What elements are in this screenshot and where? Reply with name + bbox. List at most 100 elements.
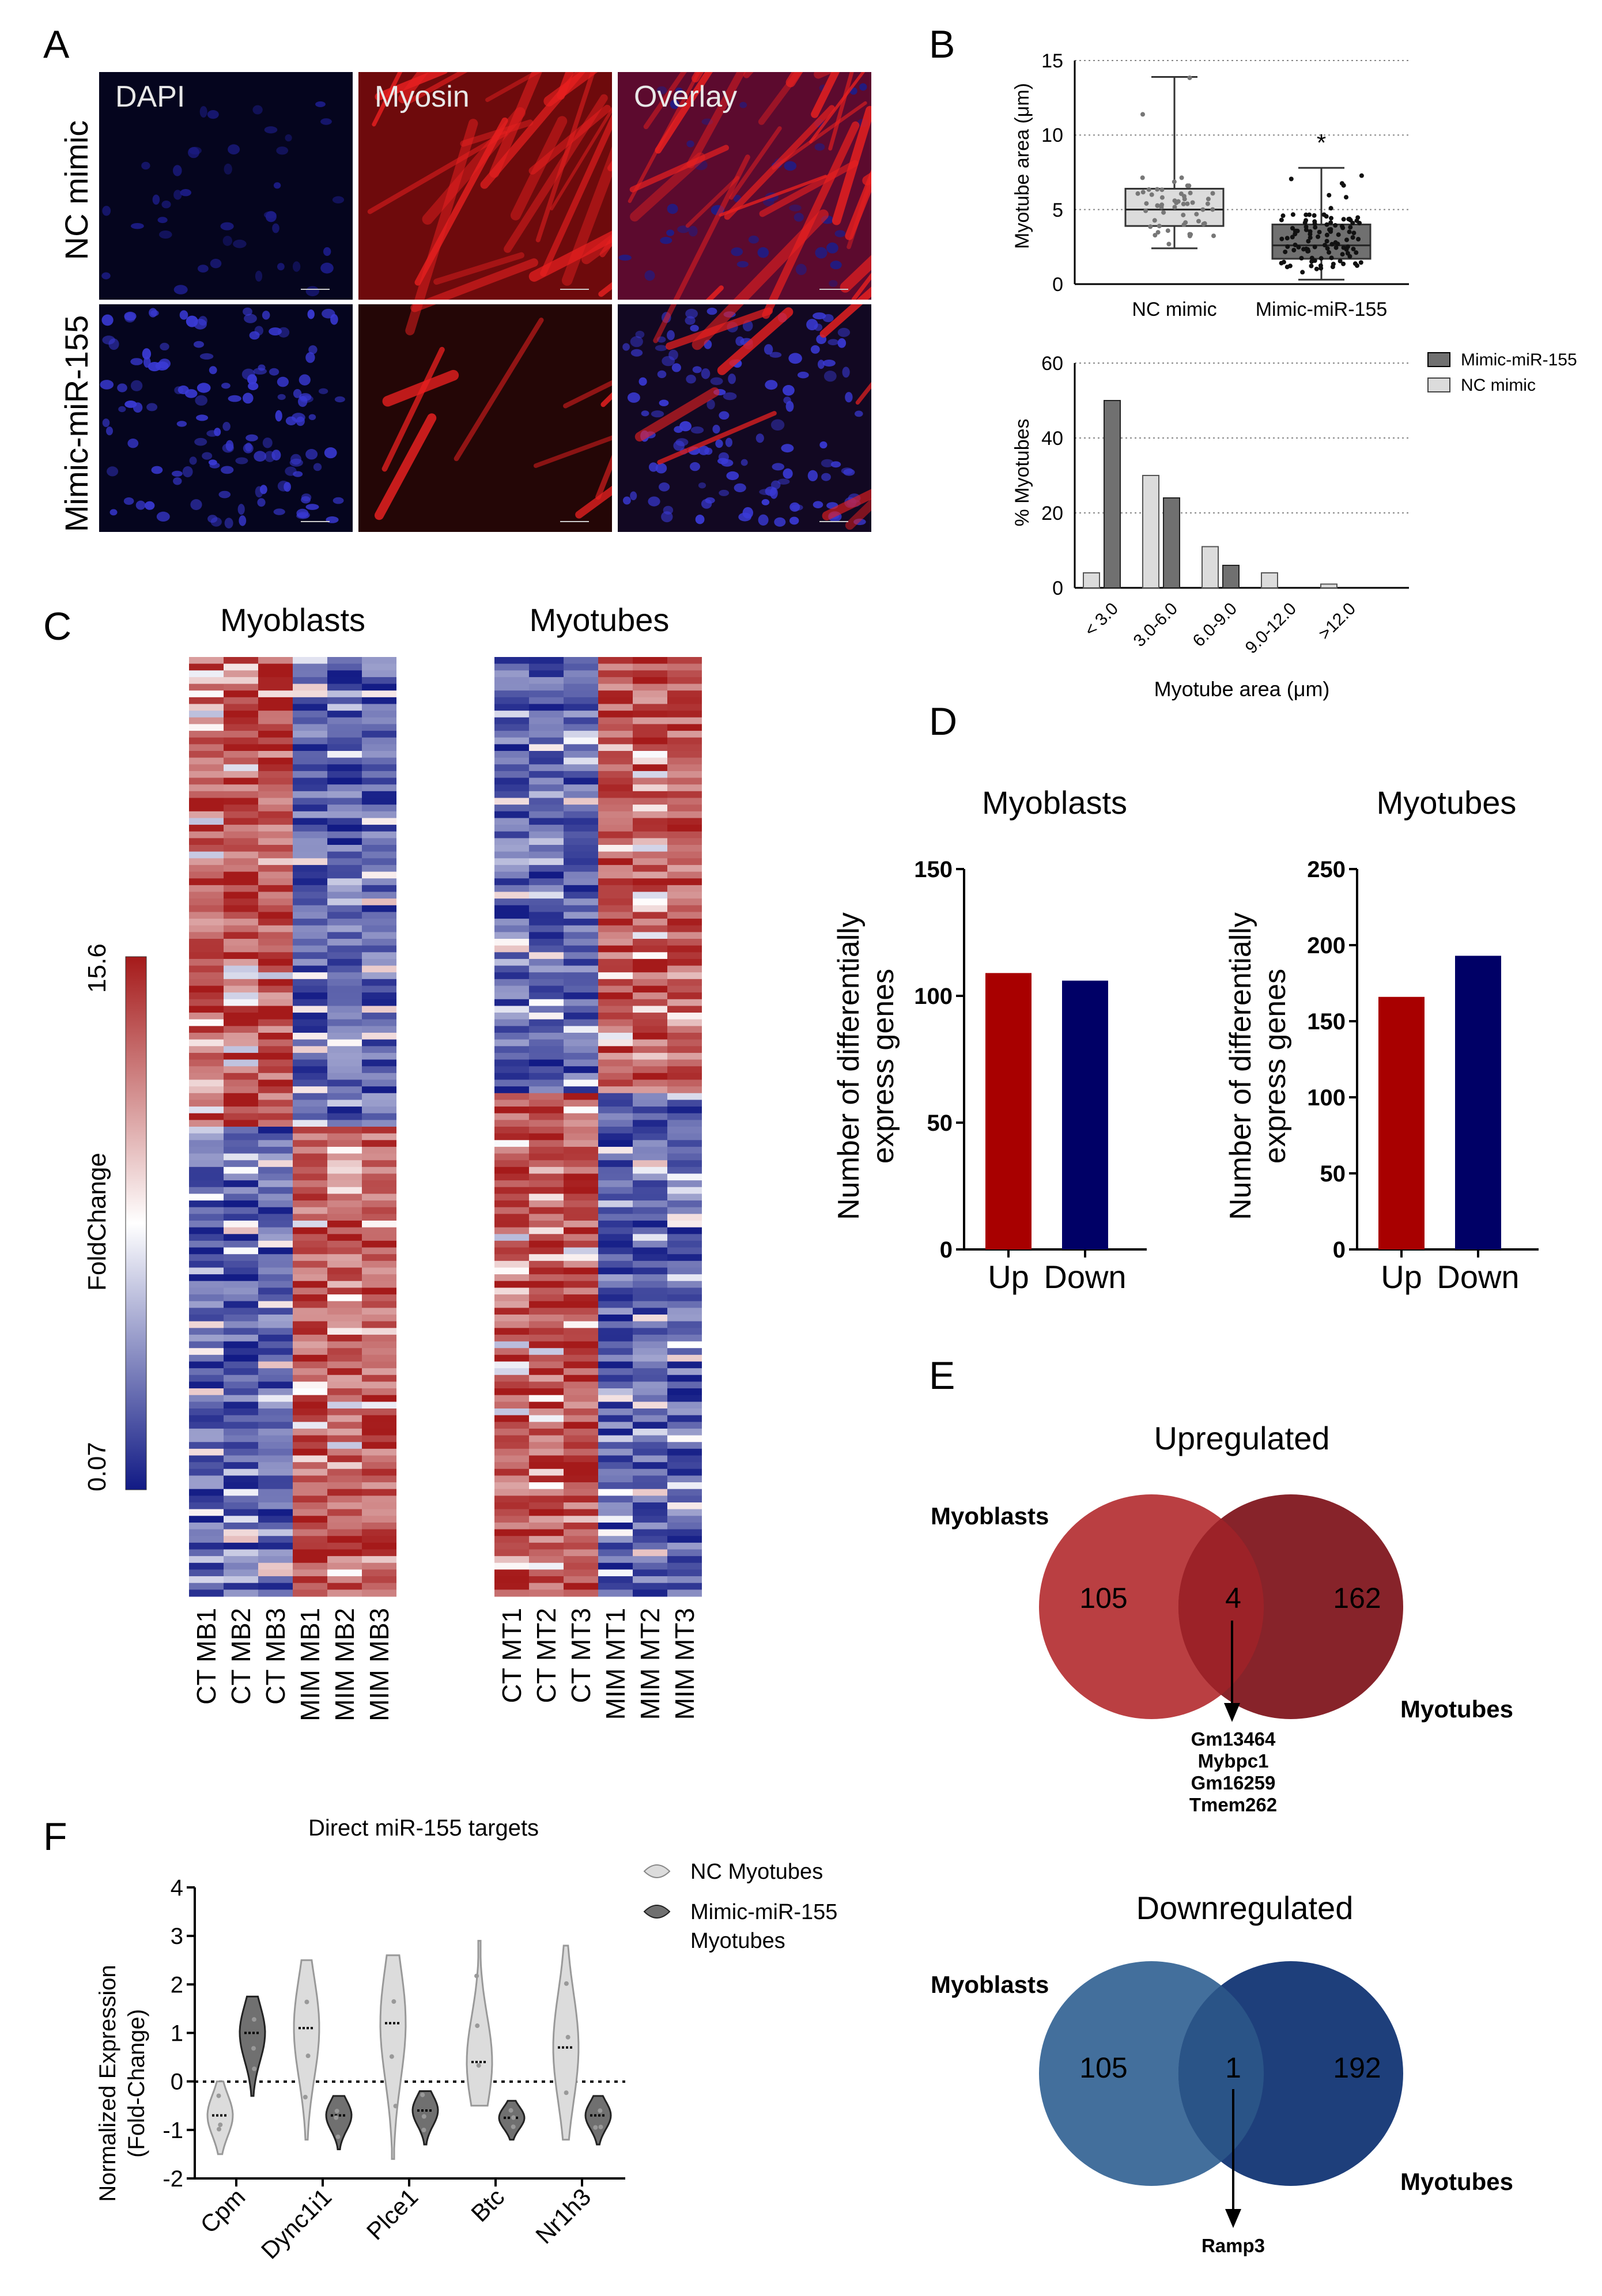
heat-cell [224, 919, 258, 926]
data-point [1321, 212, 1327, 217]
heat-cell [529, 965, 564, 973]
heat-cell [189, 1489, 224, 1496]
heat-cell [224, 1140, 258, 1147]
heat-cell [224, 697, 258, 705]
heat-cell [564, 737, 598, 745]
heat-cell [564, 1059, 598, 1067]
heat-cell [362, 858, 396, 866]
panel-d: Myoblasts Myotubes Number of differentia… [832, 784, 1539, 1295]
heat-cell [293, 1542, 327, 1550]
heat-cell [327, 1334, 362, 1342]
heat-cell [667, 1059, 702, 1067]
heat-cell [564, 677, 598, 685]
heat-cell [633, 1127, 667, 1134]
venn-up-gene-3: Gm16259 [1191, 1772, 1276, 1793]
heat-cell [362, 1415, 396, 1422]
heat-cell [362, 1328, 396, 1335]
heat-cell [529, 1113, 564, 1120]
heat-cell [564, 838, 598, 845]
heat-cell [633, 1334, 667, 1342]
heat-cell [494, 1395, 529, 1402]
heat-cell [529, 1254, 564, 1262]
heat-cell [362, 885, 396, 893]
violin-point [252, 2066, 257, 2071]
myofiber [374, 413, 437, 520]
myofiber [719, 175, 828, 217]
hist-xtick-label: 3.0-6.0 [1130, 599, 1181, 651]
heat-cell [224, 1348, 258, 1355]
heat-cell [327, 1522, 362, 1530]
heat-cell [258, 1328, 293, 1335]
heat-cell [327, 798, 362, 805]
heat-cell [564, 939, 598, 946]
heat-cell [598, 1522, 633, 1530]
heat-cell [667, 677, 702, 685]
nucleus [826, 242, 838, 254]
heat-cell [529, 898, 564, 906]
data-point [1172, 205, 1177, 210]
venn-up-gene-2: Mybpc1 [1198, 1750, 1269, 1772]
nucleus [249, 331, 260, 340]
nucleus [194, 341, 204, 348]
heat-cell [189, 1321, 224, 1328]
myofiber [855, 316, 871, 405]
heat-cell [293, 1482, 327, 1490]
heat-cell [564, 1549, 598, 1557]
heat-cell [598, 791, 633, 799]
heat-cell [327, 905, 362, 913]
heat-cell [362, 791, 396, 799]
heat-cell [362, 871, 396, 879]
heat-cell [224, 1374, 258, 1383]
nucleus [648, 462, 658, 472]
heat-cell [362, 663, 396, 671]
data-point [1174, 200, 1179, 205]
nucleus [244, 314, 257, 323]
heat-cell [633, 1301, 667, 1308]
data-point [1143, 208, 1148, 213]
heat-cell [362, 1153, 396, 1161]
nucleus [845, 392, 853, 403]
heat-cell [258, 1402, 293, 1409]
heatmap-mb-col-label: MIM MB3 [364, 1608, 394, 1721]
heat-cell [667, 825, 702, 832]
heat-cell [189, 1260, 224, 1268]
heat-cell [293, 851, 327, 859]
heat-cell [258, 1146, 293, 1154]
heat-cell [258, 751, 293, 758]
heat-cell [258, 1046, 293, 1053]
violin-point [389, 2054, 394, 2059]
heat-cell [633, 1321, 667, 1328]
bar-mimic-1 [1104, 400, 1121, 588]
heat-cell [494, 919, 529, 926]
heat-cell [529, 939, 564, 946]
heat-cell [189, 1529, 224, 1536]
violin-mimic-nr1h3 [584, 2095, 612, 2146]
violin-point [476, 2063, 481, 2068]
nucleus [101, 272, 111, 280]
heat-cell [258, 1120, 293, 1127]
bar-ytick-label: 100 [914, 984, 953, 1009]
heat-cell [224, 939, 258, 946]
heat-cell [293, 972, 327, 980]
heat-cell [667, 1368, 702, 1376]
data-point [1329, 216, 1333, 221]
heat-cell [564, 1502, 598, 1510]
heat-cell [224, 1475, 258, 1483]
data-point [1306, 239, 1311, 244]
heat-cell [633, 1328, 667, 1335]
data-point [1140, 112, 1145, 117]
nucleus [789, 204, 802, 212]
heat-cell [327, 825, 362, 832]
data-point [1279, 260, 1284, 266]
heat-cell [529, 818, 564, 825]
hist-xlabel: Myotube area (μm) [1154, 677, 1330, 701]
heat-cell [598, 670, 633, 678]
heat-cell [362, 1006, 396, 1013]
heat-cell [258, 1448, 293, 1456]
heat-cell [494, 1341, 529, 1349]
heat-cell [564, 905, 598, 913]
heat-cell [633, 945, 667, 953]
heat-cell [494, 811, 529, 819]
nucleus [740, 459, 748, 466]
